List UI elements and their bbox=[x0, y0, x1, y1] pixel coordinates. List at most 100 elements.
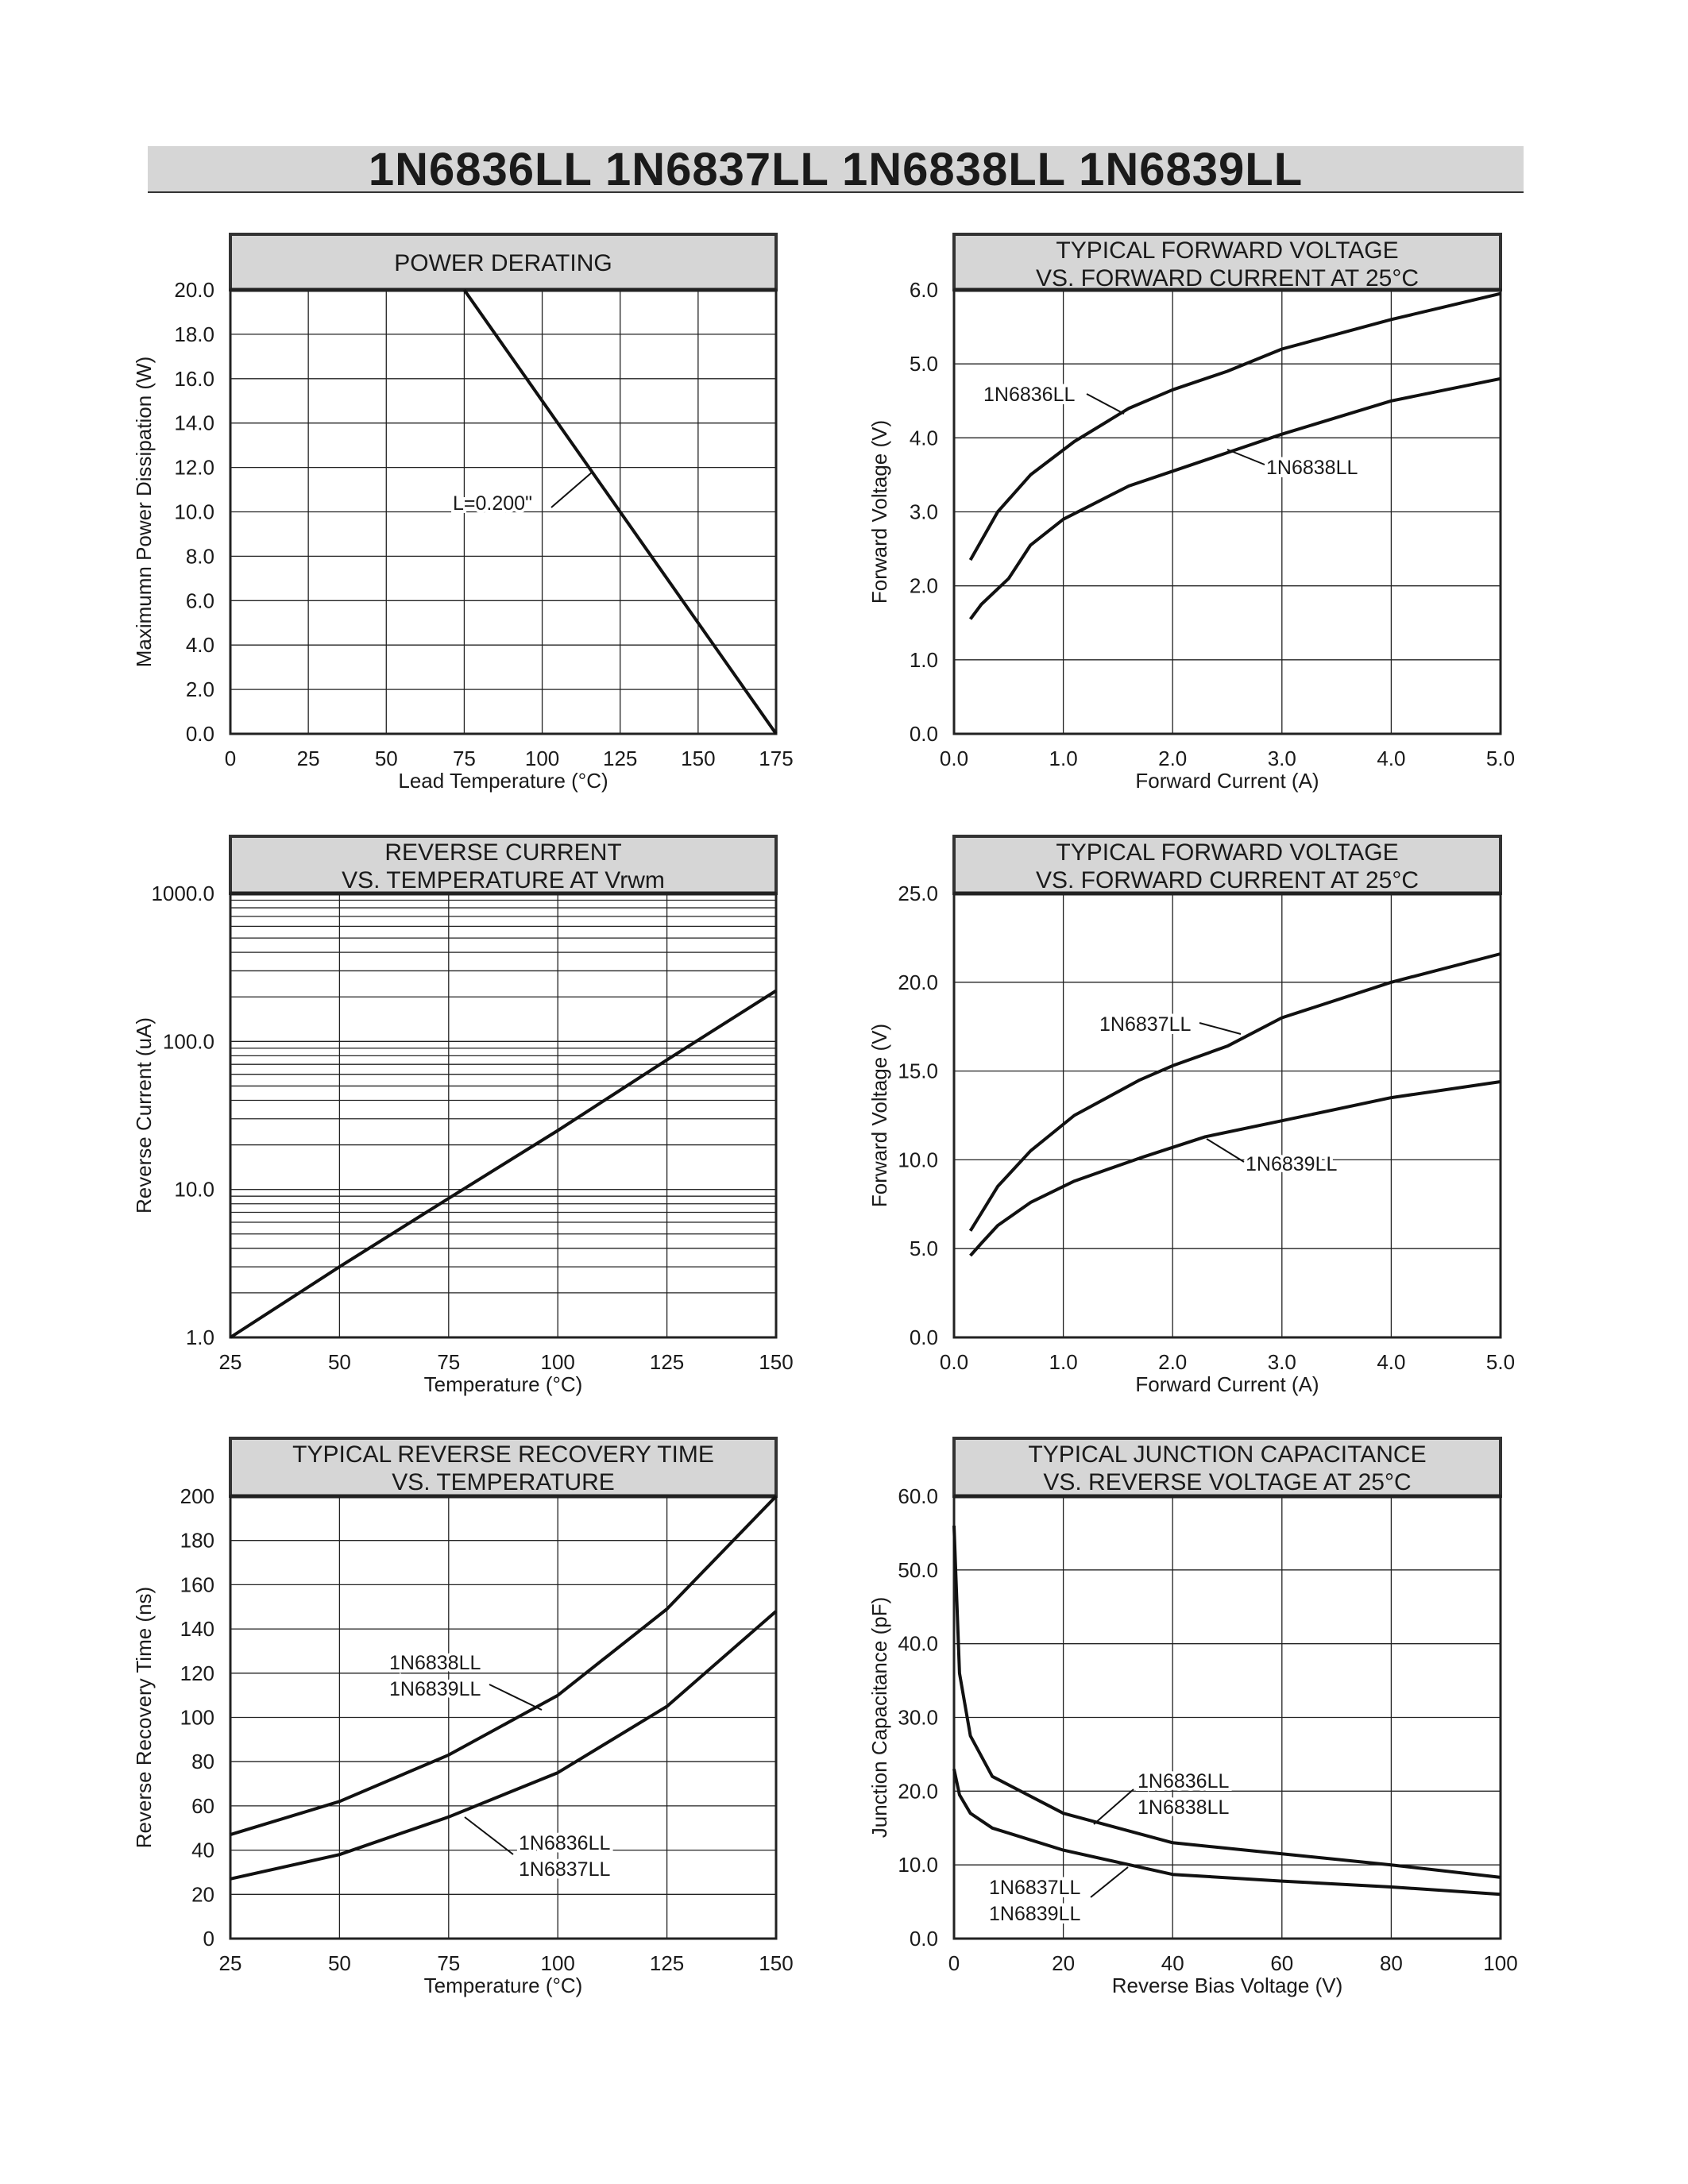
y-axis-label: Reverse Current (uA) bbox=[132, 1017, 156, 1214]
y-tick-label: 5.0 bbox=[910, 352, 938, 376]
series-line-1 bbox=[952, 1526, 1501, 1879]
annotation-leader bbox=[1093, 1788, 1134, 1825]
x-tick-label: 1.0 bbox=[1049, 747, 1078, 770]
y-axis-label: Junction Capacitance (pF) bbox=[867, 1597, 891, 1838]
y-tick-label: 100 bbox=[180, 1706, 214, 1730]
y-tick-label: 10.0 bbox=[174, 500, 214, 524]
y-tick-label: 160 bbox=[180, 1572, 214, 1596]
annotation-leader bbox=[464, 1816, 514, 1855]
x-axis-label: Temperature (°C) bbox=[424, 1372, 583, 1396]
chart-header bbox=[952, 1437, 1502, 1498]
y-axis-label: Forward Voltage (V) bbox=[867, 420, 891, 604]
x-tick-label: 60 bbox=[1270, 1951, 1293, 1975]
y-axis-label: Reverse Recovery Time (ns) bbox=[132, 1587, 156, 1848]
chart-title-line: VS. REVERSE VOLTAGE AT 25°C bbox=[1043, 1469, 1411, 1495]
y-tick-label: 20.0 bbox=[898, 970, 938, 994]
y-tick-label: 0.0 bbox=[186, 722, 214, 746]
y-tick-label: 80 bbox=[191, 1750, 214, 1773]
y-tick-label: 10.0 bbox=[174, 1178, 214, 1202]
x-tick-label: 50 bbox=[375, 747, 398, 770]
chart-title-line: VS. FORWARD CURRENT AT 25°C bbox=[1036, 867, 1419, 893]
y-tick-label: 15.0 bbox=[898, 1059, 938, 1083]
y-tick-label: 0 bbox=[203, 1927, 214, 1951]
x-tick-label: 0.0 bbox=[940, 747, 968, 770]
y-tick-label: 18.0 bbox=[174, 322, 214, 346]
y-tick-label: 1000.0 bbox=[151, 882, 214, 905]
y-tick-label: 120 bbox=[180, 1661, 214, 1685]
series-line-1 bbox=[229, 989, 778, 1339]
x-tick-label: 150 bbox=[759, 1350, 793, 1374]
annotation-label: 1N6838LL bbox=[389, 1652, 481, 1674]
x-tick-label: 2.0 bbox=[1158, 1350, 1187, 1374]
x-tick-label: 4.0 bbox=[1377, 747, 1405, 770]
annotation-leader bbox=[1086, 393, 1125, 415]
chart-title-line: TYPICAL FORWARD VOLTAGE bbox=[1056, 237, 1398, 264]
x-tick-label: 100 bbox=[541, 1951, 575, 1975]
annotation-label: 1N6836LL bbox=[1138, 1770, 1229, 1792]
series-line-2 bbox=[230, 1610, 778, 1881]
y-tick-label: 0.0 bbox=[910, 1325, 938, 1349]
x-tick-label: 75 bbox=[453, 747, 476, 770]
annotation-leader bbox=[1090, 1866, 1129, 1898]
chart-header bbox=[229, 835, 778, 895]
chart-title-line: TYPICAL REVERSE RECOVERY TIME bbox=[292, 1441, 714, 1468]
y-tick-label: 20.0 bbox=[898, 1779, 938, 1803]
page-title-bar: 1N6836LL 1N6837LL 1N6838LL 1N6839LL bbox=[148, 146, 1524, 194]
x-tick-label: 2.0 bbox=[1158, 747, 1187, 770]
chart-header bbox=[952, 233, 1502, 291]
series-line-2 bbox=[968, 376, 1501, 620]
x-tick-label: 100 bbox=[1483, 1951, 1517, 1975]
annotation-label: 1N6836LL bbox=[519, 1832, 610, 1854]
chart-title-line: VS. TEMPERATURE bbox=[392, 1469, 615, 1495]
annotation-leader bbox=[1199, 1022, 1242, 1035]
annotation-label: 1N6837LL bbox=[989, 1877, 1080, 1899]
y-tick-label: 4.0 bbox=[910, 426, 938, 450]
x-tick-label: 1.0 bbox=[1049, 1350, 1078, 1374]
y-tick-label: 6.0 bbox=[186, 588, 214, 612]
x-axis-label: Temperature (°C) bbox=[424, 1974, 583, 1997]
plot-frame bbox=[229, 892, 778, 1339]
annotation-leader bbox=[1206, 1138, 1245, 1163]
x-tick-label: 20 bbox=[1052, 1951, 1075, 1975]
y-tick-label: 2.0 bbox=[186, 677, 214, 701]
x-tick-label: 100 bbox=[525, 747, 559, 770]
x-tick-label: 40 bbox=[1161, 1951, 1184, 1975]
y-tick-label: 25.0 bbox=[898, 882, 938, 905]
annotation-label: 1N6837LL bbox=[519, 1858, 610, 1881]
annotation-label: L=0.200" bbox=[453, 492, 532, 515]
y-tick-label: 20 bbox=[191, 1882, 214, 1906]
annotation-leader bbox=[1226, 449, 1265, 465]
y-tick-label: 0.0 bbox=[910, 722, 938, 746]
y-tick-label: 50.0 bbox=[898, 1558, 938, 1582]
x-tick-label: 25 bbox=[297, 747, 320, 770]
x-tick-label: 150 bbox=[681, 747, 715, 770]
x-tick-label: 150 bbox=[759, 1951, 793, 1975]
x-tick-label: 175 bbox=[759, 747, 793, 770]
y-tick-label: 6.0 bbox=[910, 278, 938, 302]
y-tick-label: 5.0 bbox=[910, 1237, 938, 1260]
chart-title-line: TYPICAL JUNCTION CAPACITANCE bbox=[1028, 1441, 1426, 1468]
x-tick-label: 125 bbox=[650, 1350, 684, 1374]
x-tick-label: 75 bbox=[437, 1951, 460, 1975]
annotation-leader bbox=[550, 471, 593, 508]
x-tick-label: 5.0 bbox=[1486, 747, 1515, 770]
annotation-label: 1N6837LL bbox=[1099, 1013, 1191, 1036]
chart-title-line: VS. FORWARD CURRENT AT 25°C bbox=[1036, 265, 1419, 291]
series-line-1 bbox=[968, 291, 1501, 561]
annotation-label: 1N6839LL bbox=[1246, 1153, 1337, 1175]
annotation-label: 1N6839LL bbox=[389, 1678, 481, 1700]
x-tick-label: 3.0 bbox=[1268, 1350, 1296, 1374]
y-tick-label: 2.0 bbox=[910, 574, 938, 598]
plot-frame bbox=[952, 892, 1502, 1339]
x-tick-label: 25 bbox=[219, 1951, 242, 1975]
y-tick-label: 40.0 bbox=[898, 1632, 938, 1656]
y-tick-label: 14.0 bbox=[174, 411, 214, 435]
x-tick-label: 3.0 bbox=[1268, 747, 1296, 770]
chart-title-line: REVERSE CURRENT bbox=[384, 839, 621, 866]
x-tick-label: 0 bbox=[225, 747, 236, 770]
annotation-leader bbox=[489, 1684, 543, 1711]
